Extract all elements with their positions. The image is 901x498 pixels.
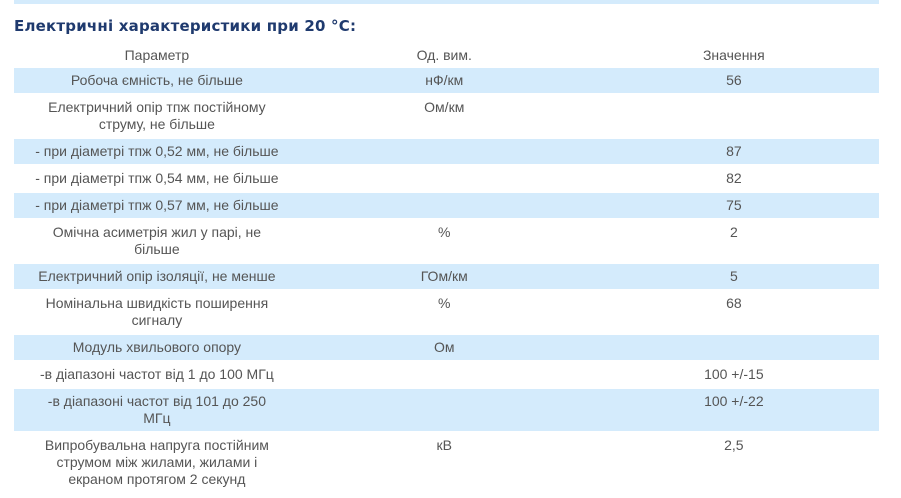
cell-value: 5 [588, 264, 879, 289]
cell-parameter: Модуль хвильового опору [14, 335, 300, 360]
cell-parameter: Електричний опір ізоляції, не менше [14, 264, 300, 289]
table-row: -в діапазоні частот від 101 до 250 МГц 10… [14, 389, 879, 431]
header-unit: Од. вим. [416, 47, 472, 63]
cell-parameter: Омічна асиметрія жил у парі, не більше [52, 224, 262, 257]
table-row: Номінальна швидкість поширення сигналу% 6… [14, 291, 879, 333]
cell-parameter: - при діаметрі тпж 0,54 мм, не більше [35, 170, 279, 186]
cell-value: 100 +/-22 [588, 389, 879, 431]
section-title: Електричні характеристики при 20 °С: [14, 17, 357, 35]
cell-unit: % [438, 224, 451, 240]
cell-parameter: -в діапазоні частот від 1 до 100 МГц [40, 366, 274, 382]
cell-unit: ГОм/км [299, 264, 589, 289]
table-row: Електричний опір тпж постійному струму, … [14, 95, 879, 137]
characteristics-table: Параметр Од. вим. Значення Робоча ємніст… [14, 44, 879, 494]
cell-value: 82 [726, 170, 742, 186]
cell-value: 56 [588, 68, 879, 93]
table-row: Випробувальна напруга постійним струмом … [14, 433, 879, 492]
cell-unit: Ом/км [424, 99, 465, 115]
cell-value: 2,5 [724, 437, 744, 453]
cell-parameter: - при діаметрі тпж 0,57 мм, не більше [14, 193, 300, 218]
cell-parameter: Номінальна швидкість поширення сигналу [45, 295, 269, 328]
cell-parameter: Електричний опір тпж постійному струму, … [48, 99, 266, 132]
cell-unit [299, 193, 589, 218]
cell-value [589, 95, 879, 137]
cell-value: 75 [588, 193, 879, 218]
cell-unit [299, 389, 589, 431]
cell-value: 68 [726, 295, 742, 311]
table-row: Робоча ємність, не більше нФ/км 56 [14, 68, 879, 93]
cell-parameter: - при діаметрі тпж 0,52 мм, не більше [14, 139, 300, 164]
header-parameter: Параметр [124, 47, 190, 63]
table-row: Омічна асиметрія жил у парі, не більше% 2 [14, 220, 879, 262]
table-row: -в діапазоні частот від 1 до 100 МГц 100 … [14, 362, 879, 387]
top-strip [14, 0, 879, 4]
cell-parameter: Випробувальна напруга постійним струмом … [44, 437, 269, 487]
table-row: Електричний опір ізоляції, не менше ГОм/к… [14, 264, 879, 289]
cell-value: 2 [729, 224, 738, 240]
cell-unit [299, 139, 589, 164]
table-row: - при діаметрі тпж 0,52 мм, не більше 87 [14, 139, 879, 164]
cell-parameter: -в діапазоні частот від 101 до 250 МГц [14, 389, 300, 431]
cell-parameter: Робоча ємність, не більше [14, 68, 300, 93]
table-row: - при діаметрі тпж 0,57 мм, не більше 75 [14, 193, 879, 218]
cell-unit: нФ/км [299, 68, 589, 93]
table-row: - при діаметрі тпж 0,54 мм, не більше 82 [14, 166, 879, 191]
cell-unit [300, 166, 589, 191]
table-row: Модуль хвильового опору Ом [14, 335, 879, 360]
table-header: Параметр Од. вим. Значення [14, 46, 879, 66]
header-value: Значення [702, 47, 765, 63]
cell-unit: Ом [299, 335, 589, 360]
cell-unit: кВ [436, 437, 452, 453]
cell-value: 87 [588, 139, 879, 164]
cell-value [588, 335, 879, 360]
cell-unit: % [438, 295, 451, 311]
cell-unit [300, 362, 589, 387]
cell-value: 100 +/-15 [704, 366, 764, 382]
